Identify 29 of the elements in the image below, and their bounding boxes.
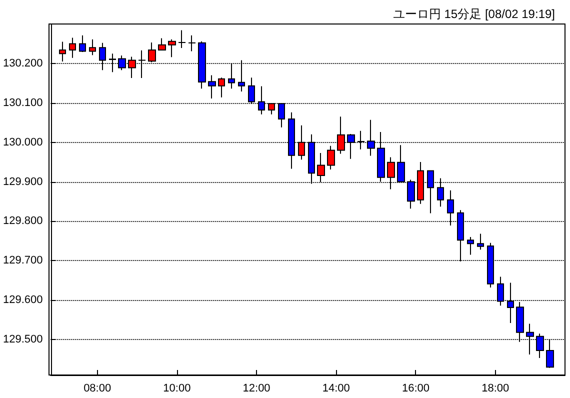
candlestick [89, 38, 96, 56]
candlestick [59, 41, 66, 62]
x-tick-label: 12:00 [242, 382, 270, 394]
x-tick-label: 14:00 [322, 382, 350, 394]
candlestick [218, 77, 225, 98]
candlestick [158, 38, 166, 51]
y-tick-label: 129.600 [2, 294, 43, 306]
candlestick [69, 37, 76, 58]
chart-title: ユーロ円 15分足 [08/02 19:19] [392, 7, 555, 21]
y-tick-label: 130.200 [2, 57, 43, 70]
candlestick [327, 145, 335, 170]
x-tick-label: 18:00 [482, 382, 510, 394]
candlestick [168, 38, 176, 58]
y-tick-label: 129.800 [2, 215, 43, 228]
candlestick [178, 30, 186, 49]
y-tick-label: 129.900 [2, 176, 43, 188]
candlestick [208, 74, 216, 100]
candlestick [317, 152, 325, 183]
y-tick-label: 129.700 [2, 254, 43, 267]
candlestick [477, 233, 484, 250]
y-tick-label: 130.100 [2, 96, 43, 109]
x-tick-label: 08:00 [84, 382, 112, 394]
y-tick-label: 129.500 [2, 334, 43, 346]
x-tick-label: 16:00 [402, 382, 430, 394]
candlestick [79, 34, 86, 52]
candlestick [188, 34, 196, 52]
y-tick-label: 130.000 [2, 136, 43, 148]
x-tick-label: 10:00 [163, 382, 191, 394]
candlestick [467, 236, 474, 256]
